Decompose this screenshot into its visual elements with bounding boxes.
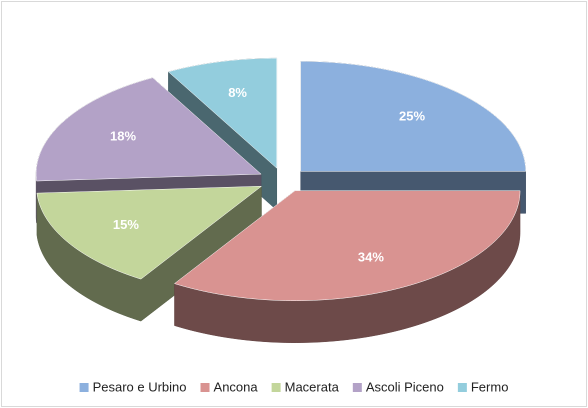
legend-swatch	[457, 383, 467, 392]
data-label: 18%	[110, 128, 136, 143]
legend-label: Fermo	[471, 379, 509, 394]
legend-swatch	[271, 383, 281, 392]
data-label: 8%	[228, 85, 247, 100]
data-label: 25%	[399, 108, 425, 123]
slice-top	[36, 185, 263, 280]
pie-slice: 34%	[173, 190, 521, 343]
legend-label: Pesaro e Urbino	[93, 379, 187, 394]
pie-slice: 15%	[36, 185, 263, 322]
legend-swatch	[200, 383, 210, 392]
slice-top	[167, 57, 278, 169]
legend-swatch	[79, 383, 89, 392]
legend-label: Ascoli Piceno	[366, 379, 444, 394]
slice-top	[35, 77, 262, 182]
data-label: 34%	[358, 250, 384, 265]
legend-swatch	[352, 383, 362, 392]
data-label: 15%	[113, 217, 139, 232]
legend-label: Ancona	[214, 379, 259, 394]
legend-label: Macerata	[285, 379, 340, 394]
pie-slice: 18%	[35, 77, 262, 224]
slice-top	[300, 61, 526, 172]
pie-slice: 25%	[300, 61, 526, 214]
slice-top	[173, 190, 521, 301]
legend: Pesaro e Urbino Ancona Macerata Ascoli Pice…	[79, 379, 509, 394]
